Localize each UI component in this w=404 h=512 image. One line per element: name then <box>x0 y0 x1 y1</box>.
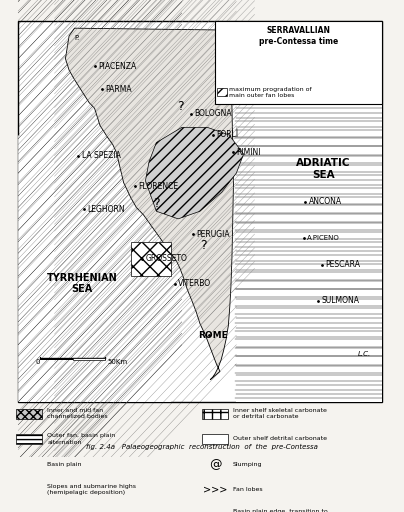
Text: ADRIATIC
SEA: ADRIATIC SEA <box>297 159 351 180</box>
Text: @: @ <box>209 458 221 471</box>
Text: SULMONA: SULMONA <box>322 296 360 305</box>
Bar <box>16 484 42 494</box>
Text: Inner and mid fan
channelized bodies: Inner and mid fan channelized bodies <box>47 408 108 419</box>
Text: ROME: ROME <box>198 331 227 339</box>
Text: Basin plain edge, transition to
slope: Basin plain edge, transition to slope <box>233 509 328 512</box>
Polygon shape <box>236 20 382 402</box>
Text: VITERBO: VITERBO <box>178 279 211 288</box>
Text: Slumping: Slumping <box>233 461 263 466</box>
Text: TYRRHENIAN
SEA: TYRRHENIAN SEA <box>46 273 117 294</box>
Text: RIMINI: RIMINI <box>236 147 261 157</box>
Text: Fan lobes: Fan lobes <box>233 486 263 492</box>
Text: PARMA: PARMA <box>105 84 132 94</box>
Bar <box>16 409 42 419</box>
Bar <box>215 20 382 104</box>
Bar <box>202 409 228 419</box>
Text: Outer fan, basin plain
alternation: Outer fan, basin plain alternation <box>47 433 116 444</box>
Bar <box>73 358 105 360</box>
Bar <box>202 434 228 444</box>
Text: >>>: >>> <box>203 484 227 494</box>
Text: Inner shelf skeletal carbonate
or detrital carbonate: Inner shelf skeletal carbonate or detrit… <box>233 408 327 419</box>
Bar <box>18 20 382 402</box>
Bar <box>16 459 42 469</box>
Text: Outer shelf detrital carbonate: Outer shelf detrital carbonate <box>233 436 327 441</box>
Text: ANCONA: ANCONA <box>309 197 342 206</box>
Text: FORLÌ: FORLÌ <box>217 131 238 139</box>
Polygon shape <box>131 242 171 276</box>
Text: LEGHORN: LEGHORN <box>87 205 125 214</box>
Text: PIACENZA: PIACENZA <box>98 62 137 71</box>
Text: Basin plain: Basin plain <box>47 461 82 466</box>
Polygon shape <box>65 28 234 380</box>
Text: FLORENCE: FLORENCE <box>138 182 178 191</box>
Text: GROSSETO: GROSSETO <box>145 254 187 263</box>
Text: ?: ? <box>153 197 160 210</box>
Text: 0: 0 <box>36 359 40 365</box>
Text: A.PICENO: A.PICENO <box>307 235 340 241</box>
Text: Slopes and submarine highs
(hemipelagic deposition): Slopes and submarine highs (hemipelagic … <box>47 483 136 495</box>
Text: BOLOGNA: BOLOGNA <box>195 110 232 118</box>
Text: fig. 2.4a   Palaeogeographic  reconstruction  of  the  pre-Contessa: fig. 2.4a Palaeogeographic reconstructio… <box>86 444 318 450</box>
Text: maximum progradation of
main outer fan lobes: maximum progradation of main outer fan l… <box>229 87 311 98</box>
Text: PERUGIA: PERUGIA <box>196 229 230 239</box>
Text: P.: P. <box>74 35 80 41</box>
Bar <box>40 358 73 360</box>
Text: LA SPEZIA: LA SPEZIA <box>82 152 121 160</box>
Bar <box>16 434 42 444</box>
Text: ?: ? <box>177 100 183 113</box>
Text: PESCARA: PESCARA <box>326 260 360 269</box>
Text: 50Km: 50Km <box>107 359 128 365</box>
Polygon shape <box>145 127 244 219</box>
Text: ?: ? <box>200 239 207 252</box>
Bar <box>217 88 227 96</box>
Text: L.C.: L.C. <box>358 351 371 357</box>
Polygon shape <box>18 135 171 402</box>
Text: SERRAVALLIAN
pre-Contessa time: SERRAVALLIAN pre-Contessa time <box>259 26 338 46</box>
